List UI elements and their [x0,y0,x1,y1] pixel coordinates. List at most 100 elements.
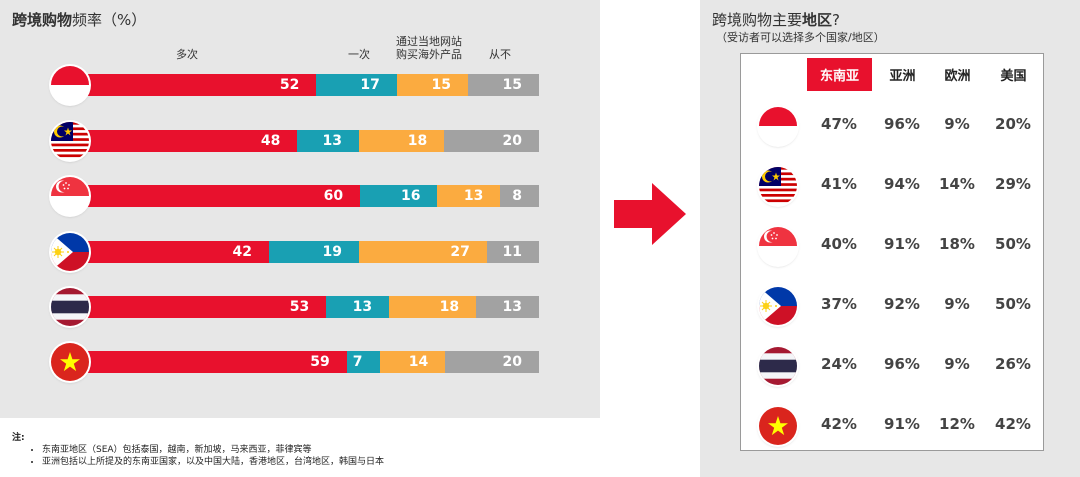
bar-value-label: 14 [408,354,429,370]
table-cell: 18% [939,235,975,253]
header-usa: 美国 [1000,69,1027,84]
table-cell: 50% [995,295,1031,313]
legend-label-never: 从不 [489,48,511,61]
header-asia: 亚洲 [889,69,916,84]
bar-value-label: 15 [502,77,522,93]
regions-title: 跨境购物主要地区? [712,11,840,29]
bar-segment [444,130,539,152]
table-cell: 26% [995,355,1031,373]
table-cell: 14% [939,175,975,193]
bar-row-indonesia: 52 17 15 15 [70,74,539,96]
vietnam-flag-icon [759,407,797,445]
table-cell: 9% [944,295,970,313]
bar-value-label: 60 [323,188,344,204]
bar-segment [445,351,539,373]
bar-value-label: 13 [352,299,373,315]
bar-segment [326,296,390,318]
legend-label-local-site: 通过当地网站 购买海外产品 [396,35,462,61]
footnote-item: 亚洲包括以上所提及的东南亚国家，以及中国大陆，香港地区，台湾地区，韩国与日本 [42,456,384,468]
vietnam-flag-icon [51,343,89,381]
bar-value-label: 18 [407,133,428,149]
table-cell: 9% [944,355,970,373]
bar-segment [70,351,347,373]
indonesia-flag-icon [51,66,89,104]
bar-segment [476,296,539,318]
indonesia-flag-icon [759,107,797,145]
table-cell: 40% [821,235,857,253]
bar-segment [346,351,380,373]
bar-value-label: 20 [502,133,522,149]
philippines-flag-icon [759,287,797,325]
malaysia-flag-icon [51,122,89,160]
bar-value-label: 11 [502,244,522,260]
right-arrow-icon [614,183,686,245]
bar-segment [70,74,317,96]
bar-segment [437,185,501,207]
table-cell: 12% [939,415,975,433]
bar-segment [70,130,298,152]
bar-segment [297,130,359,152]
bar-row-thailand: 53 13 18 13 [70,296,539,318]
table-cell: 9% [944,115,970,133]
bar-value-label: 13 [463,188,484,204]
bar-segment [268,241,359,263]
bar-segment [358,241,487,263]
bar-value-label: 20 [502,354,522,370]
table-cell: 91% [884,235,920,253]
bar-value-label: 27 [450,244,470,260]
bar-row-singapore: 60 16 13 8 [70,185,539,207]
footnote-title: 注: [12,433,25,443]
bar-value-label: 16 [400,188,421,204]
header-europe: 欧洲 [944,69,971,84]
footnote-item: 东南亚地区（SEA）包括泰国，越南，新加坡，马来西亚，菲律宾等 [42,444,384,456]
table-cell: 47% [821,115,857,133]
table-cell: 37% [821,295,857,313]
bar-segment [467,74,539,96]
bar-row-philippines: 42 19 27 11 [70,241,539,263]
bar-value-label: 18 [439,299,460,315]
regions-table: 东南亚 亚洲 欧洲 美国 47% 96% 9% 20% 41% 94% 14% 29% 40% 9… [740,53,1044,451]
table-cell: 92% [884,295,920,313]
bar-value-label: 17 [360,77,380,93]
regions-panel: 跨境购物主要地区? （受访者可以选择多个国家/地区） 东南亚 亚洲 欧洲 美国 … [700,0,1080,477]
regions-subtitle: （受访者可以选择多个国家/地区） [716,31,885,44]
bar-value-label: 15 [431,77,451,93]
table-cell: 96% [884,355,920,373]
bar-value-label: 59 [310,354,330,370]
frequency-panel: 跨境购物频率（%） 多次 一次 通过当地网站 购买海外产品 从不 52 17 15 1… [0,0,600,418]
thailand-flag-icon [51,288,89,326]
bar-value-label: 48 [260,133,281,149]
table-cell: 29% [995,175,1031,193]
bar-segment [396,74,468,96]
table-cell: 42% [821,415,857,433]
table-cell: 24% [821,355,857,373]
philippines-flag-icon [51,233,89,271]
bar-segment [379,351,446,373]
table-cell: 50% [995,235,1031,253]
bar-value-label: 7 [352,354,363,370]
bar-segment [70,185,361,207]
bar-value-label: 19 [322,244,342,260]
singapore-flag-icon [51,177,89,215]
bar-segment [70,241,269,263]
table-cell: 42% [995,415,1031,433]
table-cell: 20% [995,115,1031,133]
bar-segment [486,241,539,263]
legend-label-once: 一次 [348,48,370,61]
bar-segment [500,185,539,207]
frequency-chart-title: 跨境购物频率（%） [12,11,147,29]
bar-value-label: 53 [289,299,310,315]
bar-segment [360,185,438,207]
bar-segment [358,130,445,152]
bar-value-label: 8 [512,188,522,204]
bar-value-label: 13 [502,299,522,315]
table-cell: 91% [884,415,920,433]
table-cell: 41% [821,175,857,193]
thailand-flag-icon [759,347,797,385]
table-cell: 96% [884,115,920,133]
footnote: 注: 东南亚地区（SEA）包括泰国，越南，新加坡，马来西亚，菲律宾等 亚洲包括以… [12,432,384,468]
singapore-flag-icon [759,227,797,265]
bar-value-label: 13 [322,133,342,149]
bar-value-label: 52 [279,77,300,93]
bar-value-label: 42 [232,244,252,260]
